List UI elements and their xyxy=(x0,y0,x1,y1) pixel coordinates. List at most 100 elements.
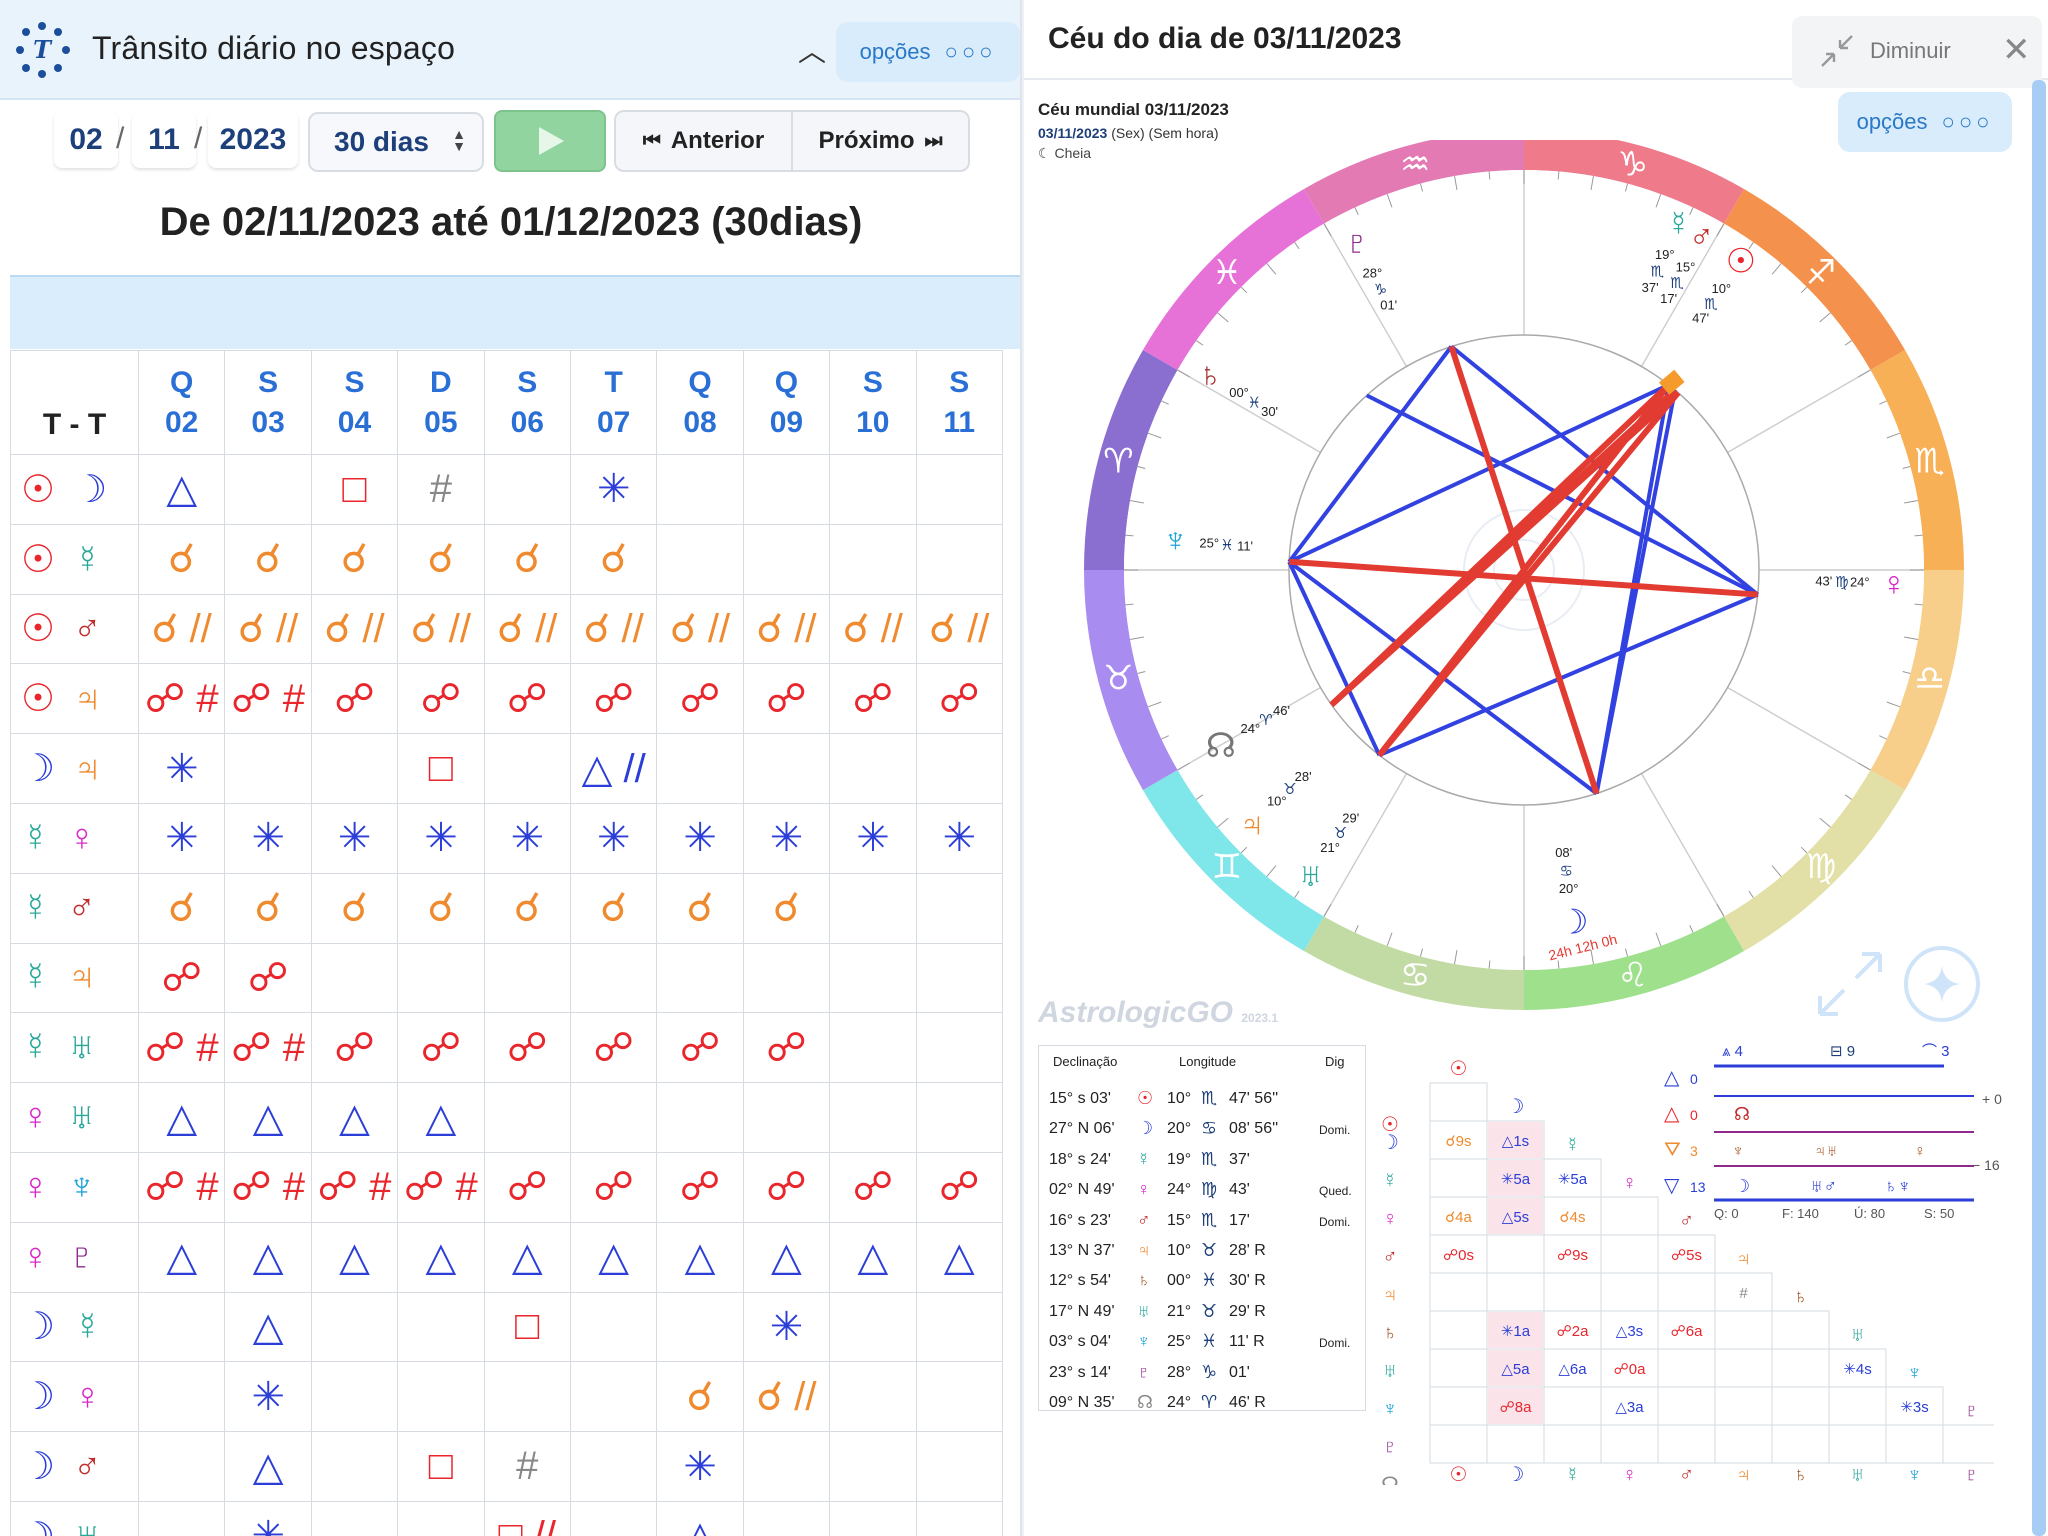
aspect-cell[interactable]: ☍ # xyxy=(137,663,226,735)
aspect-cell[interactable]: ☍ xyxy=(656,1012,744,1084)
aspect-cell[interactable]: ✳ xyxy=(310,802,399,874)
chart-options-button[interactable]: opções ○○○ xyxy=(1838,92,2012,152)
aspect-grid-cell[interactable] xyxy=(1429,1082,1488,1122)
wheel-planet-glyph[interactable]: ♃ xyxy=(1239,806,1265,844)
aspect-cell[interactable]: ☌ xyxy=(742,872,831,944)
wheel-planet-glyph[interactable]: ♇ xyxy=(1344,224,1370,262)
aspect-cell[interactable] xyxy=(483,942,571,1014)
aspect-grid-cell[interactable] xyxy=(1657,1234,1716,1274)
wheel-planet-glyph[interactable]: ☉ xyxy=(1726,242,1756,280)
aspect-grid-cell[interactable] xyxy=(1486,1272,1545,1312)
aspect-cell[interactable] xyxy=(915,733,1003,804)
aspect-cell[interactable]: ☌ xyxy=(656,1361,744,1433)
aspect-cell[interactable]: ☌ // xyxy=(310,593,399,665)
aspect-cell[interactable] xyxy=(137,1500,226,1536)
aspect-cell[interactable] xyxy=(310,1500,399,1536)
aspect-grid-cell[interactable] xyxy=(1885,1424,1944,1464)
year-field[interactable]: 2023 xyxy=(208,112,298,168)
aspect-grid-cell[interactable] xyxy=(1714,1424,1773,1464)
aspect-grid-cell[interactable] xyxy=(1714,1386,1773,1426)
aspect-grid-cell[interactable] xyxy=(1429,1348,1488,1388)
aspect-cell[interactable]: ☍ xyxy=(829,663,917,735)
aspect-cell[interactable] xyxy=(915,942,1003,1014)
aspect-cell[interactable]: □ xyxy=(310,454,399,525)
aspect-cell[interactable]: ☌ // xyxy=(742,593,831,665)
aspect-cell[interactable] xyxy=(569,942,658,1014)
aspect-cell[interactable]: △ xyxy=(137,1221,226,1293)
aspect-grid-cell[interactable] xyxy=(1942,1424,1994,1464)
month-field[interactable]: 11 xyxy=(132,112,196,168)
aspect-cell[interactable] xyxy=(310,942,399,1014)
wheel-planet-glyph[interactable]: ☿ xyxy=(1666,205,1692,243)
aspect-cell[interactable] xyxy=(829,733,917,804)
column-header[interactable]: D 05 xyxy=(397,350,485,455)
wheel-planet-glyph[interactable]: ♂ xyxy=(1689,218,1715,256)
aspect-cell[interactable]: ✳ xyxy=(656,802,744,874)
aspect-cell[interactable]: ✳ xyxy=(224,1361,312,1433)
aspect-grid-cell[interactable] xyxy=(1714,1348,1773,1388)
aspect-cell[interactable] xyxy=(397,1361,485,1433)
aspect-cell[interactable] xyxy=(742,1431,831,1502)
aspect-cell[interactable] xyxy=(310,733,399,804)
aspect-grid-cell[interactable] xyxy=(1771,1424,1830,1464)
aspect-cell[interactable]: ✳ xyxy=(224,802,312,874)
aspect-cell[interactable]: ☍ xyxy=(569,1151,658,1223)
aspect-grid-cell[interactable] xyxy=(1600,1424,1659,1464)
aspect-grid-cell[interactable] xyxy=(1429,1424,1488,1464)
aspect-cell[interactable] xyxy=(137,1361,226,1433)
aspect-grid-cell[interactable] xyxy=(1828,1348,1887,1388)
aspect-grid-cell[interactable] xyxy=(1429,1386,1488,1426)
column-header[interactable]: Q 08 xyxy=(656,350,744,455)
aspect-cell[interactable]: △ xyxy=(224,1082,312,1153)
aspect-cell[interactable]: ☍ xyxy=(569,1012,658,1084)
aspect-cell[interactable]: # xyxy=(483,1431,571,1502)
aspect-cell[interactable]: ✳ xyxy=(483,802,571,874)
aspect-cell[interactable] xyxy=(569,1431,658,1502)
aspect-cell[interactable]: △ xyxy=(656,1221,744,1293)
aspect-cell[interactable]: △ xyxy=(397,1221,485,1293)
aspect-cell[interactable]: ☍ xyxy=(310,1012,399,1084)
aspect-cell[interactable]: ✳ xyxy=(569,454,658,525)
aspect-grid-cell[interactable] xyxy=(1657,1386,1716,1426)
chart-date-link[interactable]: 03/11/2023 xyxy=(1038,125,1108,141)
aspect-cell[interactable] xyxy=(915,872,1003,944)
aspect-cell[interactable]: ☍ xyxy=(483,1012,571,1084)
aspect-cell[interactable] xyxy=(397,942,485,1014)
column-header[interactable]: T 07 xyxy=(569,350,658,455)
aspect-grid-cell[interactable] xyxy=(1486,1424,1545,1464)
aspect-grid-cell[interactable] xyxy=(1429,1158,1488,1198)
aspect-grid-cell[interactable] xyxy=(1543,1348,1602,1388)
aspect-cell[interactable] xyxy=(915,454,1003,525)
aspect-cell[interactable] xyxy=(829,1291,917,1363)
aspect-grid-cell[interactable] xyxy=(1543,1424,1602,1464)
collapse-chevron-icon[interactable]: ︿ xyxy=(798,36,827,67)
aspect-cell[interactable]: ✳ xyxy=(742,1291,831,1363)
aspect-cell[interactable]: ☌ xyxy=(569,872,658,944)
aspect-grid-cell[interactable] xyxy=(1543,1272,1602,1312)
aspect-grid-cell[interactable] xyxy=(1828,1386,1887,1426)
aspect-cell[interactable]: ☍ xyxy=(742,663,831,735)
aspect-cell[interactable]: ☌ // xyxy=(483,593,571,665)
aspect-cell[interactable] xyxy=(310,1361,399,1433)
aspect-cell[interactable]: ☍ xyxy=(483,1151,571,1223)
aspect-cell[interactable]: △ xyxy=(742,1221,831,1293)
aspect-cell[interactable]: ☌ // xyxy=(137,593,226,665)
close-icon[interactable]: ✕ xyxy=(2002,31,2031,69)
aspect-grid-cell[interactable] xyxy=(1714,1272,1773,1312)
sparkle-icon[interactable] xyxy=(1902,944,1982,1024)
aspect-cell[interactable]: ☌ xyxy=(397,523,485,595)
aspect-cell[interactable] xyxy=(742,1500,831,1536)
aspect-cell[interactable] xyxy=(656,1291,744,1363)
column-header[interactable]: S 03 xyxy=(224,350,312,455)
aspect-cell[interactable]: ☍ # xyxy=(137,1151,226,1223)
aspect-cell[interactable] xyxy=(829,872,917,944)
aspect-cell[interactable]: ☌ xyxy=(483,523,571,595)
minimize-button[interactable]: Diminuir xyxy=(1870,38,1951,63)
aspect-grid-cell[interactable] xyxy=(1600,1310,1659,1350)
aspect-grid-cell[interactable] xyxy=(1771,1310,1830,1350)
aspect-cell[interactable]: ☍ xyxy=(915,663,1003,735)
astro-wheel[interactable]: ♑♐♏♎♍♌♋♊♉♈♓♒♇28°♑01'♄ 00°♓30'♆ 25° ♓ 11'☊ 24°… xyxy=(1064,140,1984,1010)
aspect-cell[interactable]: □ xyxy=(483,1291,571,1363)
wheel-planet-glyph[interactable]: ☊ xyxy=(1206,727,1236,765)
wheel-planet-glyph[interactable]: ♀ xyxy=(1881,565,1907,603)
